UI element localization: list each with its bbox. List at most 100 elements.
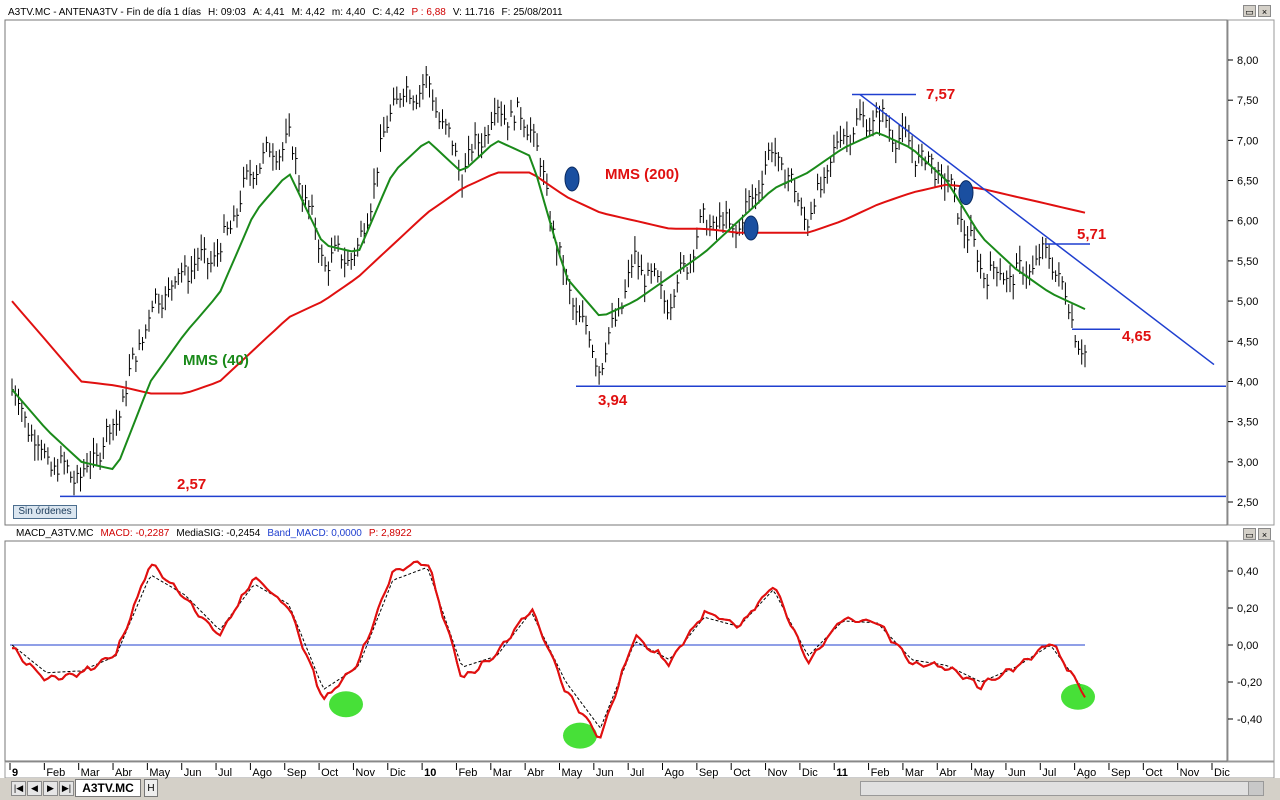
header-field: V: 11.716 [453, 7, 495, 18]
date-axis-label: Jul [1042, 767, 1056, 779]
header-field-value: -0,2454 [226, 528, 261, 539]
price-axis-label: 5,50 [1237, 256, 1258, 268]
date-axis-label: Mar [493, 767, 512, 779]
macd-axis-label: -0,40 [1237, 714, 1262, 726]
macd-signal-line [11, 567, 1086, 729]
date-axis-label: Abr [115, 767, 132, 779]
level-label-257: 2,57 [177, 476, 206, 493]
header-field-value: 6,88 [426, 7, 446, 18]
date-axis-label: 9 [12, 767, 18, 779]
nav-last-button[interactable]: ▶| [59, 781, 74, 796]
header-field-value: 4,42 [385, 7, 405, 18]
price-axis-label: 5,00 [1237, 296, 1258, 308]
date-axis-label: Abr [939, 767, 956, 779]
price-axis-label: 7,00 [1237, 135, 1258, 147]
level-label-394: 3,94 [598, 392, 628, 409]
macd-layer [10, 560, 1095, 749]
date-axis-label: Sep [287, 767, 307, 779]
price-header: A3TV.MC - ANTENA3TV - Fin de día 1 días H… [8, 7, 570, 19]
header-field: P : 6,88 [412, 7, 446, 18]
date-axis-label: Jun [1008, 767, 1026, 779]
date-axis-label: Jul [630, 767, 644, 779]
date-axis-label: Sep [699, 767, 719, 779]
downtrend-line [859, 93, 1215, 366]
date-axis-label: Jul [218, 767, 232, 779]
price-axis-label: 7,50 [1237, 95, 1258, 107]
main-axis-background [1227, 19, 1275, 526]
nav-first-button[interactable]: |◀ [11, 781, 26, 796]
macd-close-icon[interactable]: × [1258, 528, 1271, 540]
header-field: M: 4,42 [292, 7, 325, 18]
axis-layer: 2,50 3,00 3,50 4,00 4,50 5,00 5,50 6,00 6,50 7,00… [9, 55, 1262, 779]
crossover-marker [958, 180, 974, 206]
sin-ordenes-button[interactable]: Sin órdenes [13, 505, 77, 519]
header-field-label: P : [411, 7, 427, 18]
header-field: m: 4,40 [332, 7, 365, 18]
header-field-value: 4,42 [305, 7, 325, 18]
price-axis-label: 3,00 [1237, 457, 1258, 469]
horizontal-scrollbar[interactable] [860, 781, 1264, 796]
macd-axis-label: 0,00 [1237, 640, 1258, 652]
header-field: A: 4,41 [253, 7, 285, 18]
macd-trough-marker [1061, 683, 1095, 710]
header-field-label: MACD: [100, 528, 136, 539]
macd-axis-background [1227, 540, 1275, 762]
nav-prev-button[interactable]: ◀ [27, 781, 42, 796]
date-axis-label: Oct [733, 767, 750, 779]
header-field-value: 25/08/2011 [513, 7, 563, 18]
macd-trough-marker [329, 691, 363, 718]
header-field: H: 09:03 [208, 7, 246, 18]
mms200-line [11, 171, 1086, 395]
date-axis-label: May [974, 767, 995, 779]
mms200-label: MMS (200) [605, 166, 679, 183]
price-axis-label: 3,50 [1237, 417, 1258, 429]
date-axis-label: Oct [1145, 767, 1162, 779]
price-axis-label: 4,00 [1237, 376, 1258, 388]
date-axis-label: Oct [321, 767, 338, 779]
macd-header: MACD_A3TV.MC MACD: -0,2287 MediaSIG: -0,24… [16, 528, 419, 540]
maximize-icon[interactable]: ▭ [1243, 5, 1256, 17]
price-axis-label: 4,50 [1237, 336, 1258, 348]
macd-trough-marker [563, 722, 597, 749]
header-field-label: A: [252, 7, 266, 18]
price-layer [11, 66, 1087, 496]
header-field-value: 11.716 [464, 7, 495, 18]
date-axis-label: Feb [46, 767, 65, 779]
date-axis-label: Dic [802, 767, 818, 779]
date-axis-label: Abr [527, 767, 544, 779]
header-field-value: 4,40 [345, 7, 366, 18]
header-field: C: 4,42 [372, 7, 404, 18]
header-field-label: m: [331, 7, 346, 18]
date-axis-label: Feb [871, 767, 890, 779]
tab-h[interactable]: H [144, 779, 158, 797]
header-field: MediaSIG: -0,2454 [176, 528, 260, 539]
date-axis-label: Jun [596, 767, 614, 779]
nav-next-button[interactable]: ▶ [43, 781, 58, 796]
level-label-571: 5,71 [1077, 226, 1106, 243]
date-axis-label: May [149, 767, 170, 779]
date-axis-label: Nov [768, 767, 788, 779]
header-field-value: 0,0000 [331, 528, 362, 539]
macd-maximize-icon[interactable]: ▭ [1243, 528, 1256, 540]
date-axis-label: Feb [458, 767, 477, 779]
date-axis-label: Dic [1214, 767, 1230, 779]
close-icon[interactable]: × [1258, 5, 1271, 17]
date-axis-label: 10 [424, 767, 436, 779]
date-axis-label: May [561, 767, 582, 779]
header-field-label: C: [372, 7, 386, 18]
date-axis-label: Dic [390, 767, 406, 779]
tab-a3tv[interactable]: A3TV.MC [75, 779, 141, 797]
header-field-value: 09:03 [220, 7, 246, 18]
date-axis-label: Ago [1077, 767, 1097, 779]
scrollbar-thumb[interactable] [1248, 782, 1263, 795]
price-axis-label: 6,00 [1237, 216, 1258, 228]
date-axis-label: Ago [665, 767, 685, 779]
header-field-value: -0,2287 [135, 528, 170, 539]
date-axis-label: Nov [1180, 767, 1200, 779]
header-ticker: MACD_A3TV.MC [16, 528, 94, 539]
date-axis-label: Mar [81, 767, 100, 779]
header-field-label: M: [291, 7, 306, 18]
header-field-label: H: [208, 7, 221, 18]
crossover-marker [564, 166, 580, 192]
